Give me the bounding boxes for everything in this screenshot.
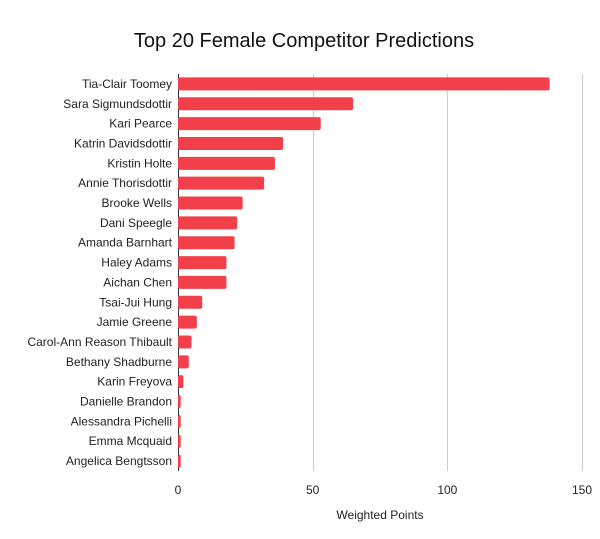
bar <box>178 355 189 369</box>
bar <box>178 216 238 230</box>
x-axis-title: Weighted Points <box>336 508 423 522</box>
category-label: Kristin Holte <box>107 156 172 170</box>
category-label: Emma Mcquaid <box>89 434 172 448</box>
category-label: Jamie Greene <box>97 315 173 329</box>
bar <box>178 315 197 329</box>
category-label: Amanda Barnhart <box>78 236 173 250</box>
category-label: Karin Freyova <box>97 375 172 389</box>
bar <box>178 117 321 131</box>
category-label: Alessandra Pichelli <box>71 414 172 428</box>
category-label: Dani Speegle <box>100 216 172 230</box>
x-tick-label: 150 <box>572 483 592 497</box>
category-label: Aichan Chen <box>103 275 172 289</box>
bar <box>178 236 235 250</box>
bar <box>178 414 181 428</box>
bar <box>178 295 203 309</box>
category-label: Haley Adams <box>101 256 172 270</box>
category-label: Angelica Bengtsson <box>66 454 172 468</box>
bar <box>178 176 265 190</box>
category-label: Brooke Wells <box>102 196 172 210</box>
bar <box>178 275 227 289</box>
category-label: Annie Thorisdottir <box>78 176 172 190</box>
bar <box>178 434 181 448</box>
category-label: Kari Pearce <box>109 117 172 131</box>
category-label: Danielle Brandon <box>80 395 172 409</box>
chart-title: Top 20 Female Competitor Predictions <box>134 30 474 52</box>
bar <box>178 395 181 409</box>
bar <box>178 256 227 270</box>
bar <box>178 196 243 210</box>
bar <box>178 335 192 349</box>
x-tick-label: 100 <box>437 483 457 497</box>
bar <box>178 77 550 91</box>
bar <box>178 136 284 150</box>
category-label: Sara Sigmundsdottir <box>63 97 172 111</box>
x-tick-label: 50 <box>306 483 320 497</box>
category-label: Carol-Ann Reason Thibault <box>27 335 172 349</box>
bar <box>178 375 184 389</box>
x-tick-label: 0 <box>175 483 182 497</box>
gridlines <box>178 74 583 471</box>
bar <box>178 454 181 468</box>
bars <box>178 77 550 468</box>
category-label: Bethany Shadburne <box>66 355 172 369</box>
x-tick-labels: 0 50 100 150 <box>175 483 593 497</box>
bar <box>178 97 354 111</box>
category-label: Tsai-Jui Hung <box>99 295 172 309</box>
category-label: Tia-Clair Toomey <box>82 77 172 91</box>
category-labels: Tia-Clair Toomey Sara Sigmundsdottir Kari … <box>27 77 172 468</box>
bar <box>178 156 275 170</box>
category-label: Katrin Davidsdottir <box>74 136 172 150</box>
